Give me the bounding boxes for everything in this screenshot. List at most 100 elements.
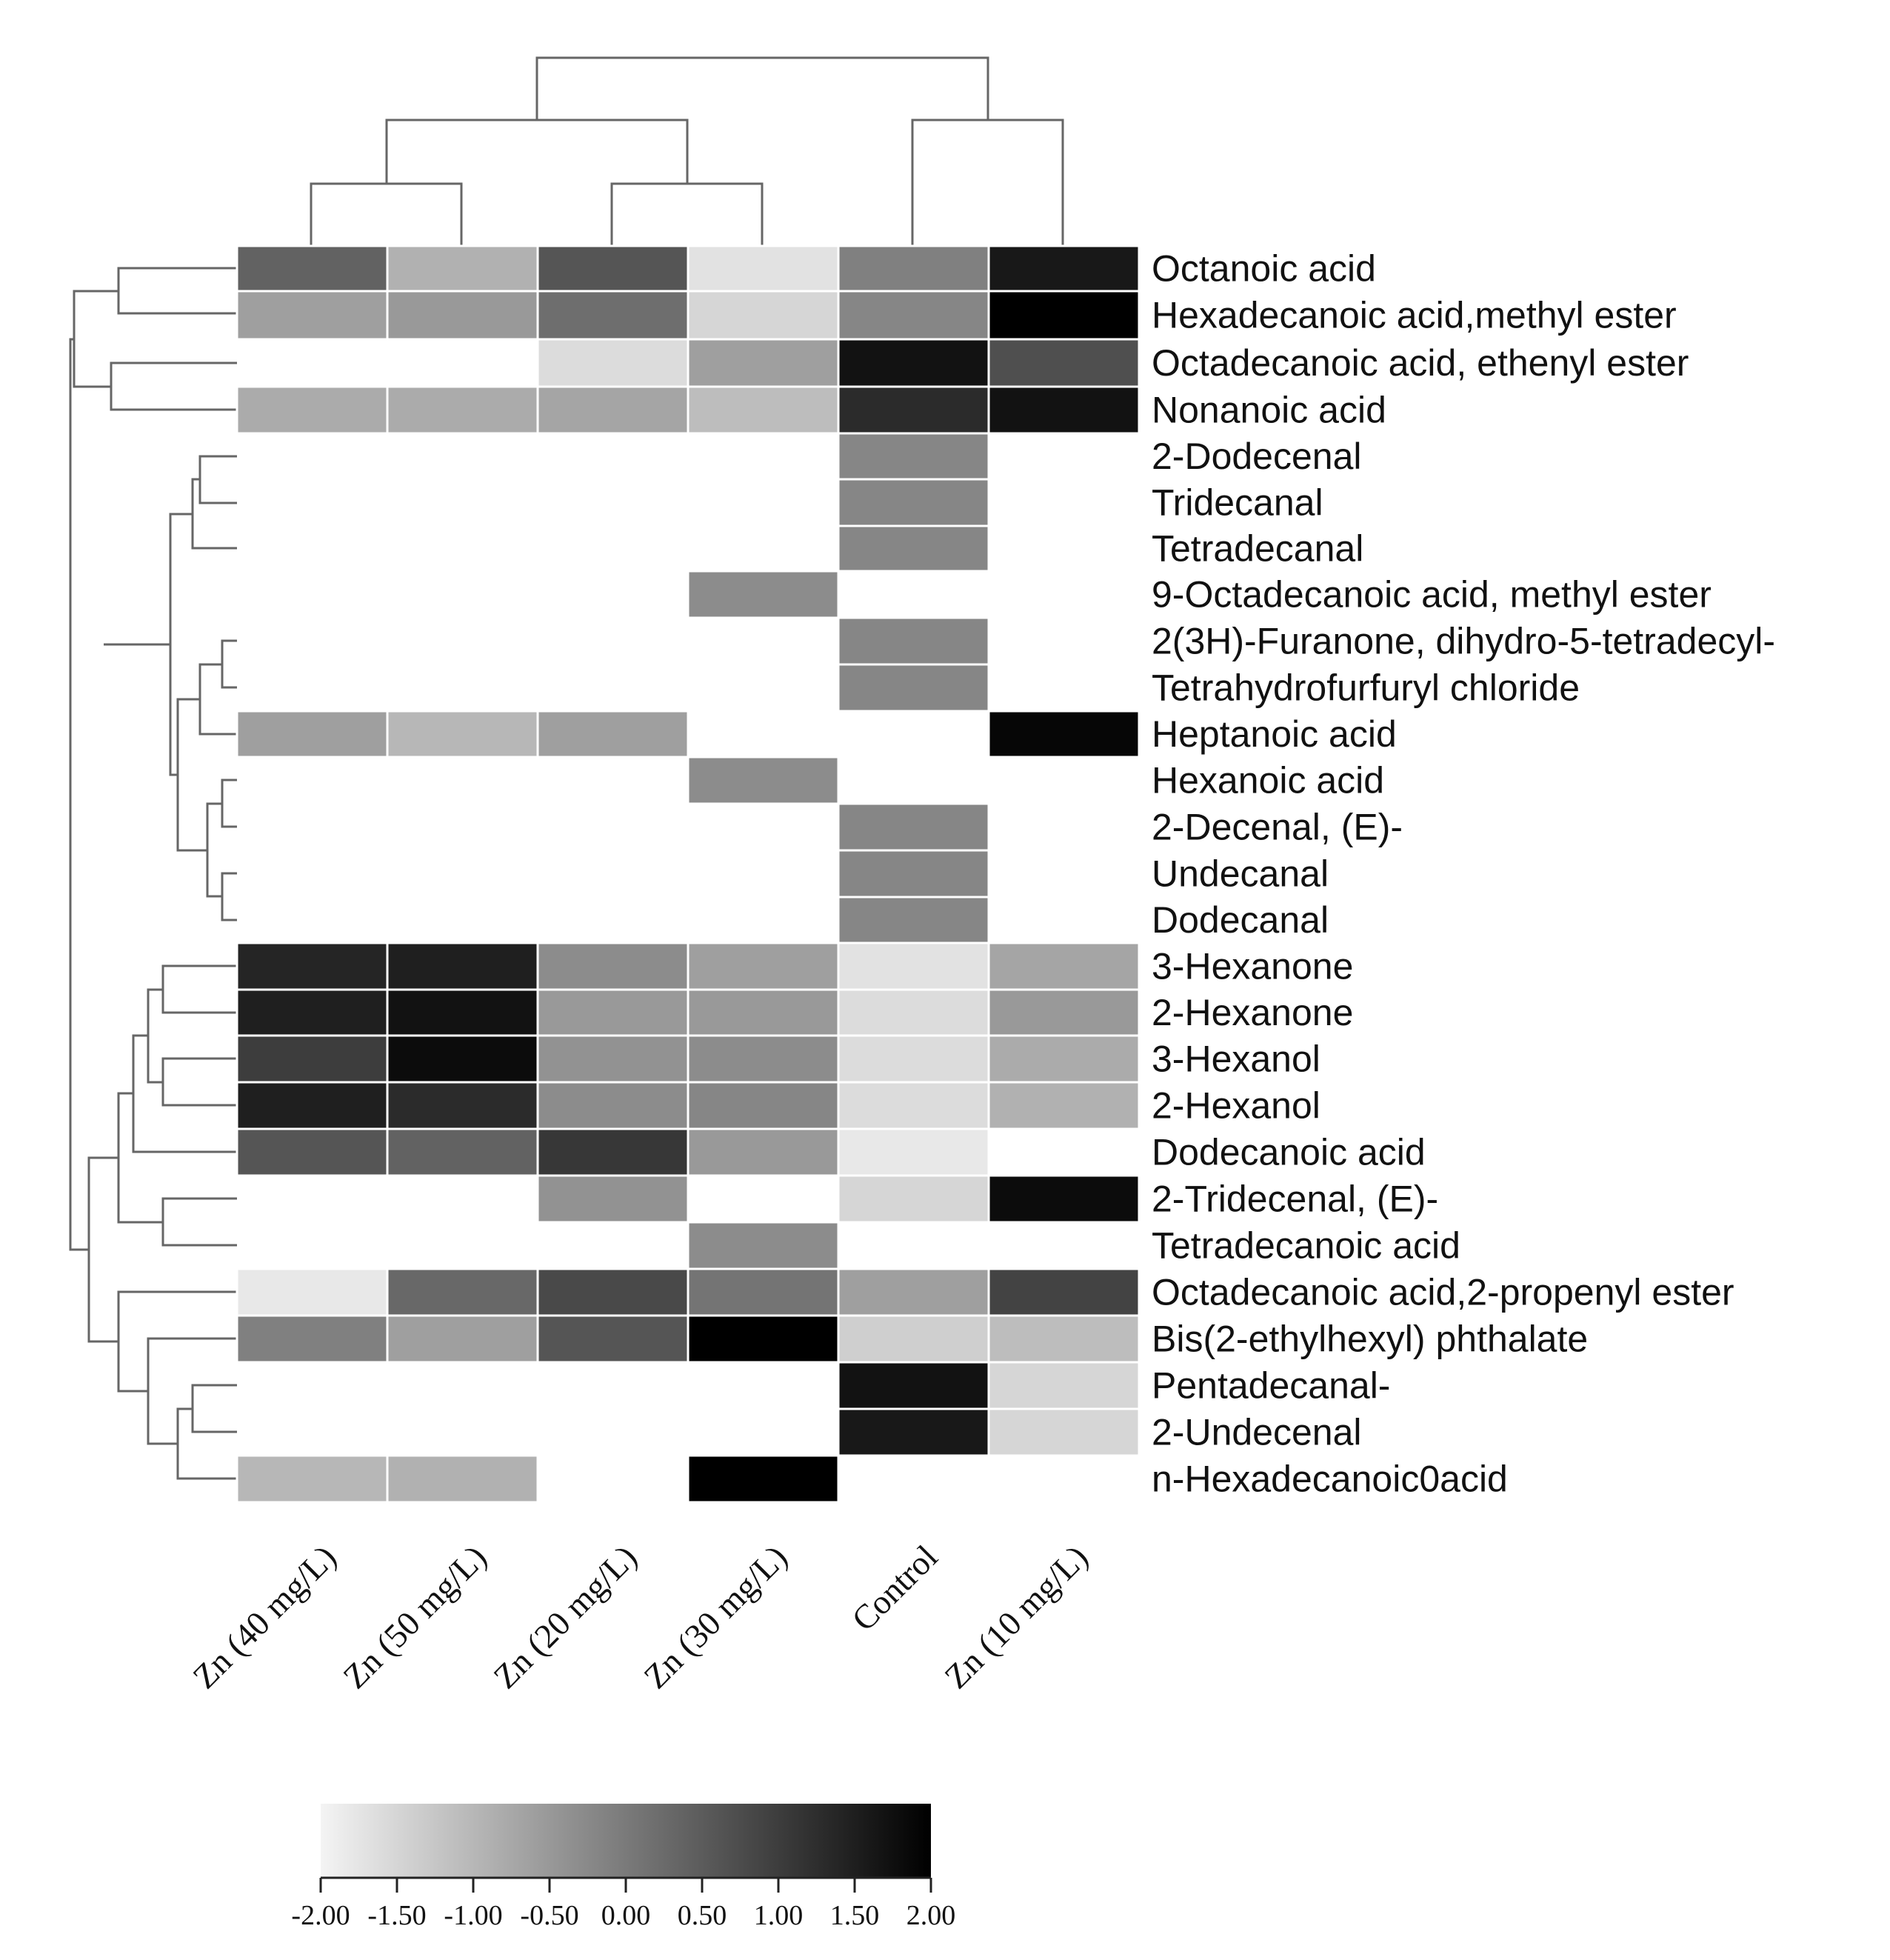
heatmap-cell [687, 988, 840, 1037]
heatmap-cell [837, 616, 990, 666]
column-dendrogram-branch [310, 182, 463, 246]
heatmap-cell [987, 1407, 1141, 1457]
heatmap-cell [987, 988, 1141, 1037]
color-scale-tick-label: 0.50 [678, 1900, 727, 1931]
heatmap-cell [987, 941, 1141, 991]
heatmap-cell [837, 988, 990, 1037]
color-scale-tick-label: 0.00 [601, 1900, 651, 1931]
heatmap-cell [837, 849, 990, 899]
heatmap-cell [837, 663, 990, 713]
heatmap-cell [386, 988, 539, 1037]
heatmap-cell [536, 244, 689, 293]
row-dendrogram-branch [169, 513, 193, 776]
column-label: Control [844, 1538, 944, 1638]
heatmap-cell [837, 1361, 990, 1410]
column-label: Zn (30 mg/L) [636, 1538, 794, 1696]
heatmap-cell [837, 1081, 990, 1130]
color-scale-tick-label: -2.00 [291, 1900, 350, 1931]
row-label: Octadecanoic acid, ethenyl ester [1152, 342, 1689, 384]
row-label: 2-Decenal, (E)- [1152, 807, 1403, 848]
heatmap-cell [687, 1221, 840, 1270]
color-scale-tick-label: 1.00 [754, 1900, 804, 1931]
heatmap-cell [236, 710, 389, 759]
heatmap-cell [386, 1081, 539, 1130]
heatmap-cell [837, 1314, 990, 1364]
heatmap-cell [687, 941, 840, 991]
row-label: Tetrahydrofurfuryl chloride [1152, 667, 1580, 709]
color-scale-bar [321, 1804, 931, 1878]
column-dendrogram-branch [535, 56, 989, 120]
row-dendrogram-branch [221, 872, 237, 921]
row-label: Octanoic acid [1152, 248, 1376, 290]
heatmap-cell [687, 1314, 840, 1364]
heatmap-cell [987, 1314, 1141, 1364]
heatmap-cell [987, 1361, 1141, 1410]
heatmap-cell [236, 1127, 389, 1177]
heatmap-cell [687, 290, 840, 341]
heatmap-cell [687, 1267, 840, 1317]
row-label: Tetradecanal [1152, 528, 1363, 570]
heatmap-cell [236, 385, 389, 435]
heatmap-cell [837, 244, 990, 293]
row-label: Dodecanal [1152, 899, 1329, 941]
heatmap-cell [987, 1174, 1141, 1224]
row-label: Bis(2-ethylhexyl) phthalate [1152, 1319, 1588, 1360]
row-dendrogram-branch [117, 267, 237, 315]
heatmap-cell [837, 338, 990, 388]
row-label: Octadecanoic acid,2-propenyl ester [1152, 1272, 1734, 1313]
row-label: Dodecanoic acid [1152, 1132, 1426, 1173]
heatmap-cell [837, 1174, 990, 1224]
row-dendrogram [69, 267, 237, 1480]
heatmap-cell [837, 802, 990, 852]
heatmap-cell [687, 338, 840, 388]
column-label: Zn (40 mg/L) [185, 1538, 343, 1696]
heatmap-cell [687, 244, 840, 293]
heatmap-cell [386, 1267, 539, 1317]
row-dendrogram-branch [161, 964, 237, 1014]
heatmap-cell [837, 1034, 990, 1084]
color-scale-legend: -2.00 -1.50 -1.00 -0.50 0.00 0.50 1.00 1.50 2.00 [291, 1804, 955, 1931]
heatmap-cell [386, 1314, 539, 1364]
heatmap-cell [236, 1267, 389, 1317]
heatmap-cells [236, 244, 1141, 1504]
heatmap-cell [987, 290, 1141, 341]
heatmap-cell [536, 1127, 689, 1177]
heatmap-cell [837, 896, 990, 944]
heatmap-cell [837, 290, 990, 341]
heatmap-cell [236, 1454, 389, 1504]
heatmap-cell [837, 385, 990, 435]
row-dendrogram-branch [206, 802, 222, 898]
column-dendrogram-branch [911, 119, 1064, 246]
row-dendrogram-branch [147, 988, 163, 1084]
row-dendrogram-branch [221, 639, 237, 689]
row-label: Hexanoic acid [1152, 760, 1384, 801]
heatmap-cell [536, 1034, 689, 1084]
heatmap-cell [386, 1034, 539, 1084]
heatmap-cell [837, 478, 990, 527]
heatmap-cell [386, 1127, 539, 1177]
heatmap-cell [386, 385, 539, 435]
heatmap-cell [536, 1174, 689, 1224]
heatmap-cell [536, 1081, 689, 1130]
row-label: Tridecanal [1152, 482, 1323, 524]
heatmap-cell [987, 338, 1141, 388]
column-labels: Zn (40 mg/L)Zn (50 mg/L)Zn (20 mg/L)Zn (… [185, 1538, 1095, 1696]
heatmap-cell [386, 941, 539, 991]
column-label: Zn (20 mg/L) [486, 1538, 644, 1696]
color-scale-tick-label: -0.50 [520, 1900, 578, 1931]
heatmap-cell [236, 244, 389, 293]
heatmap-cell [236, 1034, 389, 1084]
column-dendrogram-branch [385, 119, 689, 184]
heatmap-cell [987, 1081, 1141, 1130]
heatmap-cell [837, 432, 990, 481]
heatmap-cell [536, 941, 689, 991]
heatmap-cell [687, 1081, 840, 1130]
heatmap-cell [386, 244, 539, 293]
column-label: Zn (10 mg/L) [937, 1538, 1095, 1696]
row-label: 3-Hexanone [1152, 946, 1353, 987]
heatmap-cell [236, 1081, 389, 1130]
row-dendrogram-branch [221, 779, 237, 828]
color-scale-tick-label: -1.50 [367, 1900, 426, 1931]
heatmap-cell [536, 290, 689, 341]
